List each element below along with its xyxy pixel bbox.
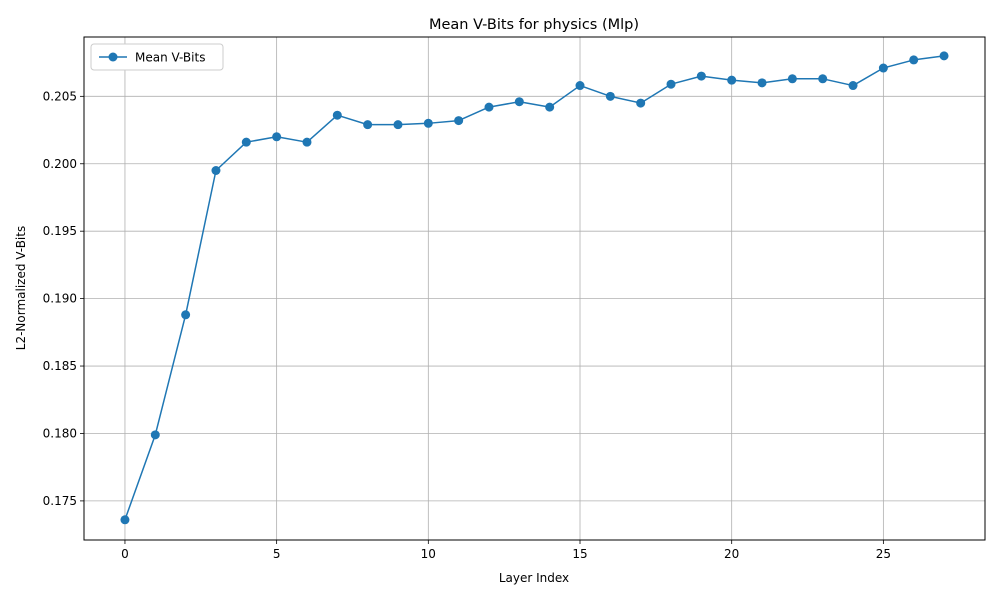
x-tick-label: 20 <box>724 547 739 561</box>
data-point <box>605 91 615 101</box>
chart-title: Mean V-Bits for physics (Mlp) <box>429 17 639 33</box>
data-point <box>484 102 494 112</box>
data-point <box>848 81 858 91</box>
y-axis-label: L2-Normalized V-Bits <box>14 226 28 350</box>
y-tick-label: 0.180 <box>43 426 77 440</box>
data-point <box>302 137 312 147</box>
x-tick-label: 0 <box>121 547 129 561</box>
grid <box>84 37 985 540</box>
data-point <box>120 515 130 525</box>
data-point <box>666 79 676 89</box>
data-point <box>787 74 797 84</box>
series-layer <box>120 51 949 525</box>
legend-marker-swatch <box>108 52 118 62</box>
x-tick-label: 5 <box>273 547 281 561</box>
axes: 0 5 10 15 20 25 0.175 0.180 0.185 0.190 0.195 0.200… <box>43 89 891 561</box>
data-point <box>363 120 373 130</box>
y-tick-label: 0.175 <box>43 494 77 508</box>
y-tick-label: 0.195 <box>43 224 77 238</box>
data-point <box>757 78 767 88</box>
data-point <box>332 110 342 120</box>
y-tick-label: 0.190 <box>43 292 77 306</box>
data-point <box>545 102 555 112</box>
x-tick-label: 25 <box>876 547 891 561</box>
data-point <box>636 98 646 108</box>
y-tick-label: 0.205 <box>43 89 77 103</box>
legend: Mean V-Bits <box>90 43 224 71</box>
x-axis-label: Layer Index <box>499 571 569 585</box>
x-tick-label: 10 <box>421 547 436 561</box>
data-point <box>939 51 949 61</box>
data-point <box>909 55 919 65</box>
y-tick-label: 0.185 <box>43 359 77 373</box>
y-tick-label: 0.200 <box>43 157 77 171</box>
data-point <box>878 63 888 73</box>
plot-frame <box>83 36 986 541</box>
data-point <box>150 430 160 440</box>
data-point <box>514 97 524 107</box>
data-point <box>423 118 433 128</box>
data-point <box>211 166 221 176</box>
data-point <box>272 132 282 142</box>
legend-box <box>90 43 224 71</box>
data-point <box>818 74 828 84</box>
data-point <box>393 120 403 130</box>
series-line <box>124 55 945 521</box>
x-tick-label: 15 <box>572 547 587 561</box>
data-point <box>454 116 464 126</box>
legend-label: Mean V-Bits <box>135 51 205 65</box>
data-point <box>727 75 737 85</box>
data-point <box>575 81 585 91</box>
data-point <box>241 137 251 147</box>
data-point <box>181 310 191 320</box>
data-point <box>696 71 706 81</box>
